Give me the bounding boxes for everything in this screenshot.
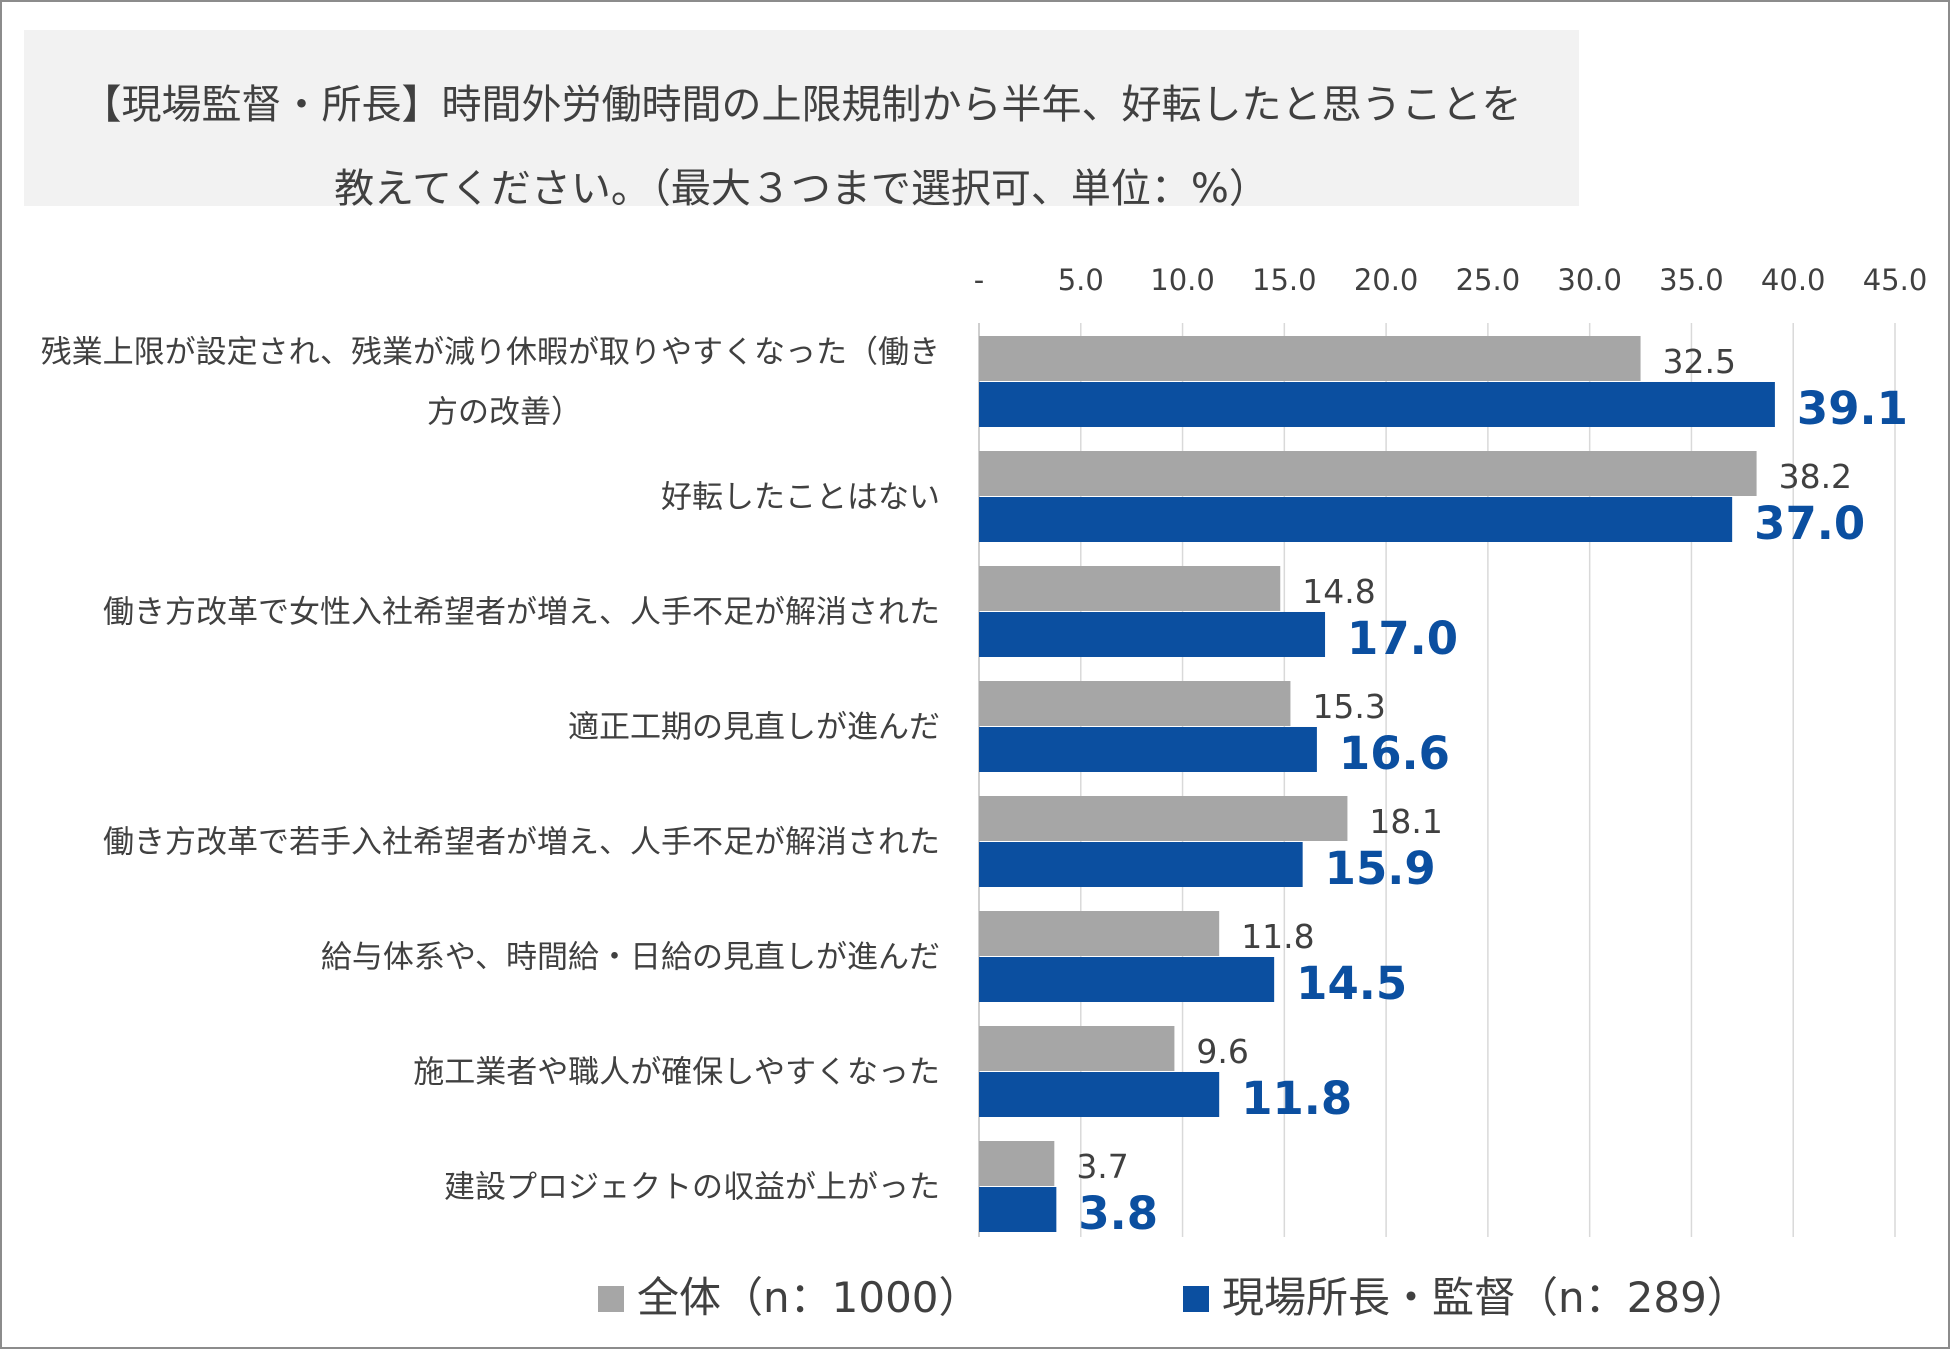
- data-label-all: 9.6: [1196, 1032, 1248, 1071]
- data-label-all: 32.5: [1663, 342, 1736, 381]
- bar-all: [979, 681, 1291, 726]
- bar-site: [979, 727, 1317, 772]
- category-label: 建設プロジェクトの収益が上がった: [444, 1170, 940, 1206]
- data-labels: 32.5 39.1 38.237.0 14.817.0 15.316.6 18.115.9…: [1076, 342, 1908, 1240]
- data-label-site: 11.8: [1241, 1072, 1352, 1125]
- data-label-all: 14.8: [1302, 572, 1375, 611]
- data-label-site: 17.0: [1347, 612, 1458, 665]
- bar-site: [979, 1072, 1220, 1117]
- bar-all: [979, 911, 1220, 956]
- data-label-all: 3.7: [1076, 1147, 1128, 1186]
- x-tick-label: 15.0: [1252, 263, 1317, 297]
- x-tick-label: 30.0: [1557, 263, 1622, 297]
- data-label-site: 39.1: [1797, 382, 1908, 435]
- bar-all: [979, 1026, 1175, 1071]
- category-label: 働き方改革で若手入社希望者が増え、人手不足が解消された: [103, 825, 940, 861]
- data-label-all: 38.2: [1779, 457, 1852, 496]
- data-label-site: 37.0: [1754, 497, 1865, 550]
- x-tick-label: 25.0: [1456, 263, 1521, 297]
- bar-all: [979, 796, 1348, 841]
- legend-swatch-site: [1183, 1286, 1209, 1312]
- data-label-all: 15.3: [1312, 687, 1385, 726]
- category-label: 残業上限が設定され、残業が減り休暇が取りやすくなった（働き: [41, 335, 940, 371]
- category-label: 働き方改革で女性入社希望者が増え、人手不足が解消された: [103, 595, 940, 631]
- bar-site: [979, 382, 1775, 427]
- bar-site: [979, 957, 1275, 1002]
- bar-all: [979, 1141, 1055, 1186]
- bar-all: [979, 451, 1757, 496]
- category-label-line-2: 方の改善）: [427, 395, 582, 431]
- category-label: 好転したことはない: [661, 480, 940, 516]
- bar-site: [979, 842, 1303, 887]
- category-label: 給与体系や、時間給・日給の見直しが進んだ: [321, 940, 940, 976]
- legend: 全体（n：1000） 現場所長・監督（n：289）: [598, 1273, 1749, 1322]
- x-tick-label: -: [974, 263, 984, 297]
- chart-title-line-1: 【現場監督・所長】時間外労働時間の上限規制から半年、好転したと思うことを: [81, 82, 1522, 128]
- data-label-site: 16.6: [1339, 727, 1450, 780]
- x-tick-label: 20.0: [1354, 263, 1419, 297]
- bar-site: [979, 497, 1733, 542]
- data-label-site: 14.5: [1296, 957, 1407, 1010]
- x-tick-label: 40.0: [1761, 263, 1826, 297]
- data-label-all: 18.1: [1369, 802, 1442, 841]
- bar-site: [979, 612, 1326, 657]
- data-label-site: 3.8: [1078, 1187, 1158, 1240]
- bar-all: [979, 566, 1281, 611]
- x-tick-label: 5.0: [1058, 263, 1104, 297]
- data-label-site: 15.9: [1325, 842, 1436, 895]
- x-axis-ticks: - 5.0 10.0 15.0 20.0 25.0 30.0 35.0 40.0 45.0: [974, 263, 1928, 297]
- category-label: 施工業者や職人が確保しやすくなった: [413, 1055, 940, 1091]
- data-label-all: 11.8: [1241, 917, 1314, 956]
- bar-all: [979, 336, 1641, 381]
- legend-swatch-all: [598, 1286, 624, 1312]
- x-tick-label: 45.0: [1863, 263, 1928, 297]
- chart-title-line-2: 教えてください。（最大３つまで選択可、単位：%）: [334, 166, 1269, 212]
- bars: [979, 336, 1775, 1232]
- x-tick-label: 35.0: [1659, 263, 1724, 297]
- legend-label-all: 全体（n：1000）: [637, 1273, 981, 1322]
- legend-label-site: 現場所長・監督（n：289）: [1222, 1273, 1749, 1322]
- category-label: 適正工期の見直しが進んだ: [568, 710, 940, 746]
- bar-site: [979, 1187, 1057, 1232]
- title-box: 【現場監督・所長】時間外労働時間の上限規制から半年、好転したと思うことを 教えて…: [24, 30, 1579, 212]
- x-tick-label: 10.0: [1150, 263, 1215, 297]
